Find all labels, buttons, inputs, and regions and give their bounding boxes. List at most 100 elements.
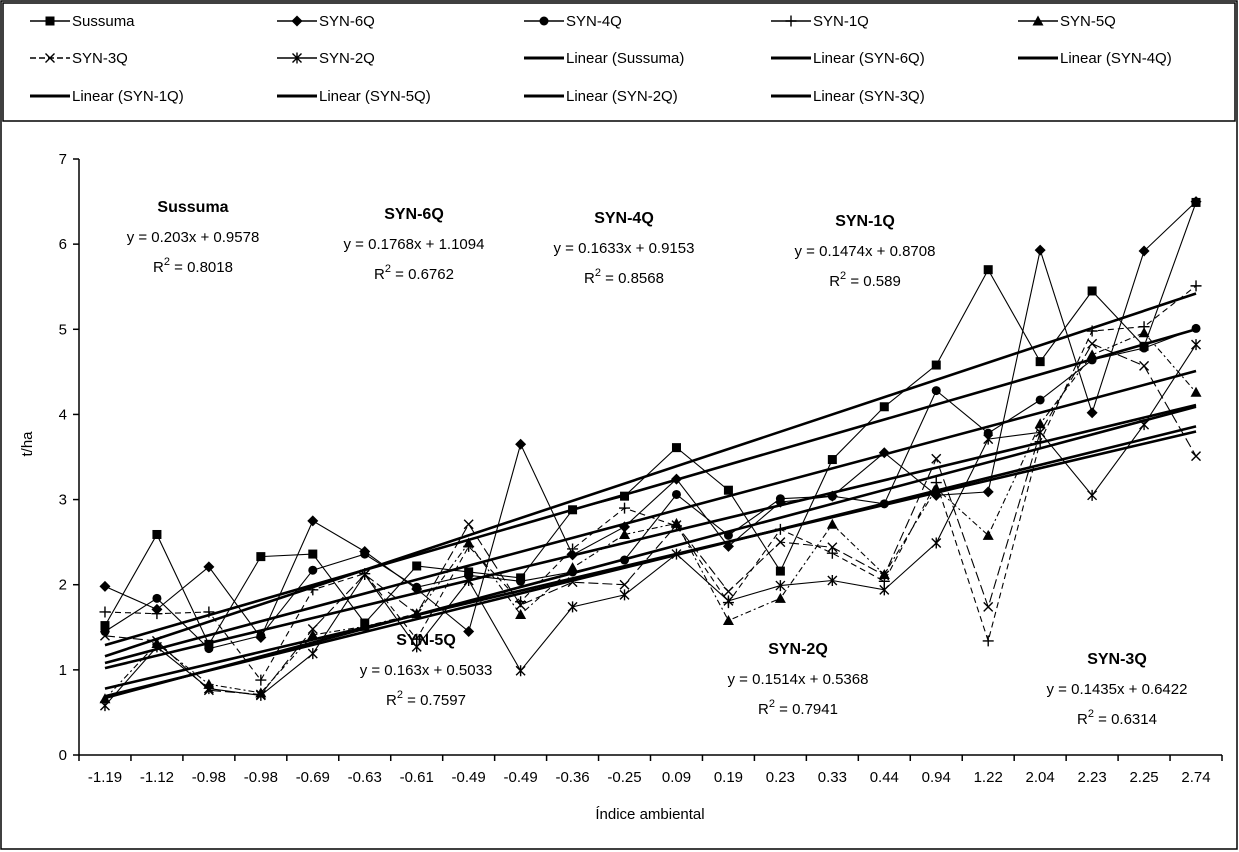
data-point: [827, 574, 838, 586]
data-point: [723, 485, 733, 495]
y-tick-label: 5: [59, 321, 67, 338]
r2-symbol: R: [1077, 711, 1088, 728]
data-point: [1035, 426, 1046, 438]
legend-item: SYN-5Q: [1018, 13, 1116, 30]
x-tick-label: -0.36: [555, 769, 589, 786]
data-point: [619, 579, 630, 590]
legend-marker: [785, 15, 797, 27]
data-point: [722, 540, 734, 552]
series: [99, 196, 1202, 644]
data-point: [1035, 357, 1045, 367]
data-point: [99, 580, 111, 592]
legend-item: SYN-6Q: [277, 13, 375, 30]
data-point: [1087, 286, 1097, 296]
legend-label: SYN-1Q: [813, 13, 869, 30]
y-axis-title: t/ha: [19, 431, 36, 457]
equation-annotation: SYN-6Q y = 0.1768x + 1.1094 R2 = 0.6762: [344, 206, 485, 283]
annotation-r2: R2 = 0.6762: [374, 263, 454, 283]
r2-value: = 0.8018: [170, 259, 233, 276]
data-point: [255, 674, 267, 686]
legend-label: SYN-4Q: [566, 13, 622, 30]
y-tick-label: 6: [59, 236, 67, 253]
data-point: [775, 580, 786, 592]
equation-annotation: SYN-1Q y = 0.1474x + 0.8708 R2 = 0.589: [795, 213, 936, 290]
legend-marker: [1032, 15, 1044, 26]
data-point: [983, 601, 994, 612]
legend-label: Linear (SYN-1Q): [72, 88, 184, 105]
data-point: [308, 549, 318, 559]
r2-value: = 0.6314: [1094, 711, 1157, 728]
legend-label: SYN-5Q: [1060, 13, 1116, 30]
x-tick-label: -0.25: [607, 769, 641, 786]
y-tick-label: 1: [59, 662, 67, 679]
r2-superscript: 2: [840, 270, 846, 282]
data-point: [411, 608, 422, 619]
series-line: [104, 327, 1197, 650]
legend-marker: [45, 16, 55, 26]
r2-symbol: R: [758, 701, 769, 718]
data-point: [100, 621, 110, 631]
data-point: [1034, 436, 1046, 448]
data-point: [671, 489, 681, 499]
series-line: [104, 344, 1197, 706]
data-point: [515, 665, 526, 677]
data-point: [204, 644, 214, 654]
legend-item: Linear (SYN-4Q): [1018, 50, 1172, 67]
data-point: [1139, 360, 1150, 371]
x-tick-label: -1.12: [140, 769, 174, 786]
data-point: [983, 265, 993, 275]
data-point: [620, 491, 630, 501]
data-point: [619, 502, 631, 514]
x-tick-label: -0.61: [400, 769, 434, 786]
x-tick-label: -0.69: [296, 769, 330, 786]
data-point: [1190, 386, 1202, 397]
equation-annotation: SYN-2Q y = 0.1514x + 0.5368 R2 = 0.7941: [728, 641, 869, 718]
legend-item: Linear (Sussuma): [524, 50, 684, 67]
x-tick-label: 0.94: [922, 769, 951, 786]
annotation-equation: y = 0.203x + 0.9578: [127, 229, 260, 246]
data-point: [827, 491, 837, 501]
data-point: [256, 552, 266, 562]
data-point: [1086, 325, 1098, 337]
data-point: [1190, 196, 1202, 208]
legend-marker: [292, 52, 302, 64]
data-point: [670, 473, 682, 485]
x-axis: -1.19 -1.12 -0.98 -0.98 -0.69 -0.63 -0.61 -0.49…: [78, 754, 1223, 786]
data-point: [1191, 339, 1202, 351]
annotation-r2: R2 = 0.589: [829, 270, 901, 290]
equation-annotation: SYN-4Q y = 0.1633x + 0.9153 R2 = 0.8568: [554, 210, 695, 287]
data-point: [1139, 343, 1149, 353]
r2-superscript: 2: [1088, 708, 1094, 720]
data-point: [203, 561, 215, 573]
data-point: [982, 529, 994, 540]
series: [99, 280, 1202, 686]
legend-label: SYN-6Q: [319, 13, 375, 30]
data-point: [775, 566, 785, 576]
series-line: [104, 343, 1197, 696]
r2-superscript: 2: [397, 689, 403, 701]
data-point: [1139, 419, 1150, 431]
data-point: [826, 518, 838, 529]
data-point: [879, 499, 889, 509]
data-point: [620, 555, 630, 565]
data-point: [723, 586, 734, 597]
r2-symbol: R: [584, 270, 595, 287]
legend-item: Linear (SYN-6Q): [771, 50, 925, 67]
data-point: [774, 523, 786, 535]
legend-label: Linear (SYN-4Q): [1060, 50, 1172, 67]
data-point: [99, 693, 111, 704]
r2-value: = 0.7597: [403, 692, 466, 709]
series: [99, 338, 1202, 700]
series: [99, 339, 1202, 712]
data-point: [722, 614, 734, 625]
data-point: [359, 620, 371, 631]
annotation-equation: y = 0.1633x + 0.9153: [554, 240, 695, 257]
data-point: [307, 515, 319, 527]
data-point: [567, 601, 578, 613]
data-point: [774, 592, 786, 603]
x-tick-label: -0.98: [244, 769, 278, 786]
trendline: [104, 405, 1197, 700]
data-point: [1035, 395, 1045, 405]
